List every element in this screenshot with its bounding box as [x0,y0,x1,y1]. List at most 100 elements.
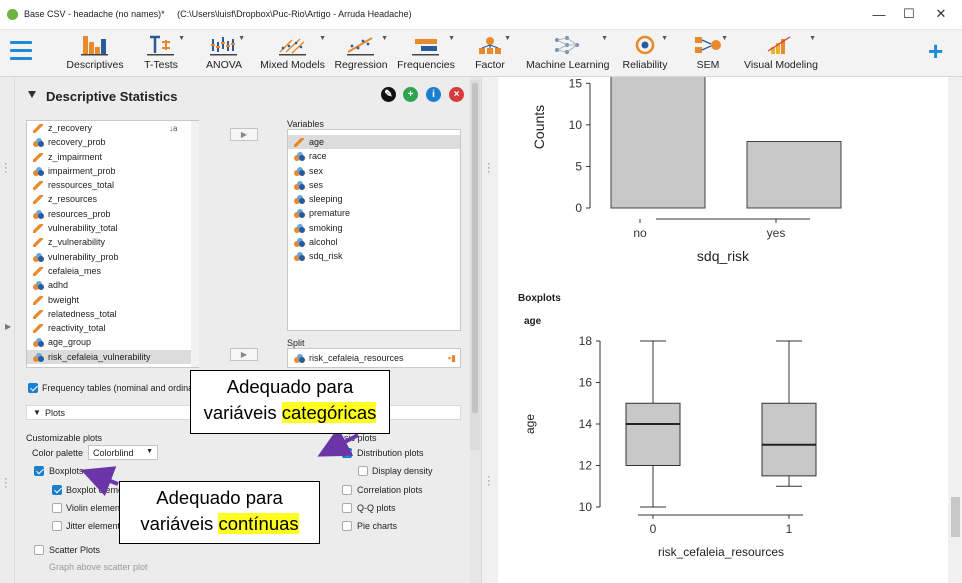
boxplots-label: Boxplots [49,466,84,476]
box-x-tick-label: 0 [650,522,657,536]
source-variable-item[interactable]: cefaleia_mes [27,264,198,278]
drag-handle-icon[interactable]: · · · [487,158,491,178]
split-variable[interactable]: risk_cefaleia_resources [288,349,460,367]
add-module-button[interactable]: + [928,36,944,66]
nominal-icon [294,238,305,248]
close-window-button[interactable]: ✕ [935,6,947,21]
results-scrollbar-thumb[interactable] [951,497,960,537]
info-icon[interactable]: i [426,87,441,102]
maximize-button[interactable]: ☐ [903,6,915,21]
split-box[interactable]: risk_cefaleia_resources ▪▮ [287,348,461,368]
source-variables-list[interactable]: z_recovery recovery_prob z_impairment impai… [26,120,199,368]
color-palette-value: Colorblind [93,448,134,458]
selected-variable-item[interactable]: ses [288,178,460,192]
move-to-split-button[interactable]: ▶ [230,348,258,361]
variable-name: age [309,137,325,147]
callout-continuous-line1: Adequado para [156,487,283,508]
bar-y-tick-label: 10 [569,118,583,132]
variable-name: vulnerability_total [48,223,118,234]
violin-element-checkbox[interactable] [52,503,62,513]
source-variable-item[interactable]: z_resources [27,192,198,206]
box-y-tick-label: 14 [579,417,593,431]
duplicate-analysis-icon[interactable]: + [403,87,418,102]
machine-learning-button[interactable]: Machine Learning ▼ [526,32,609,75]
callout-categorical-line2: variáveis categóricas [191,400,389,426]
source-variable-item[interactable]: risk_cefaleia_vulnerability [27,349,198,365]
close-analysis-icon[interactable]: × [449,87,464,102]
split-label: Split [287,338,305,348]
selected-variable-item[interactable]: sex [288,164,460,178]
source-variable-item[interactable]: ressources_total [27,178,198,192]
variables-list[interactable]: age race sex ses sleeping premature smoking alc… [287,129,461,331]
selected-variable-item[interactable]: age [288,135,460,150]
options-scrollbar-thumb[interactable] [472,83,478,413]
factor-button[interactable]: Factor ▼ [469,32,511,75]
scale-icon [33,324,43,334]
descriptives-button[interactable]: Descriptives [64,32,126,75]
visual-modeling-button[interactable]: Visual Modeling ▼ [744,32,818,75]
source-variable-item[interactable]: adhd [27,278,198,292]
sem-button[interactable]: SEM ▼ [688,32,728,75]
collapse-icon[interactable] [28,91,36,98]
qq-plots-checkbox[interactable] [342,503,352,513]
bar-y-tick-label: 0 [575,201,582,215]
source-variable-item[interactable]: bweight [27,293,198,307]
selected-variable-item[interactable]: sleeping [288,192,460,206]
selected-variable-item[interactable]: sdq_risk [288,249,460,263]
factor-label: Factor [475,59,505,71]
bar-x-axis-label: sdq_risk [697,248,750,264]
source-list-scrollbar[interactable] [191,121,199,367]
source-variable-item[interactable]: z_recovery [27,121,198,135]
boxplot-element-checkbox[interactable] [52,485,62,495]
nominal-icon [294,166,305,176]
source-variable-item[interactable]: reactivity_total [27,321,198,335]
frequencies-button[interactable]: Frequencies ▼ [397,32,455,75]
sort-icon[interactable]: ↓a [169,124,178,133]
drag-handle-icon[interactable]: · · · [4,473,8,493]
frequency-tables-checkbox[interactable] [28,383,38,393]
selected-variable-item[interactable]: smoking [288,221,460,235]
results-scrollbar[interactable] [948,77,962,583]
selected-variable-item[interactable]: alcohol [288,235,460,249]
display-density-checkbox[interactable] [358,466,368,476]
source-variable-item[interactable]: relatedness_total [27,307,198,321]
minimize-button[interactable]: — [872,6,886,22]
jitter-element-checkbox[interactable] [52,521,62,531]
visual-modeling-label: Visual Modeling [744,59,818,71]
menu-icon[interactable] [10,41,32,63]
selected-variable-item[interactable]: premature [288,206,460,220]
correlation-plots-checkbox[interactable] [342,485,352,495]
anova-button[interactable]: ANOVA ▼ [203,32,245,75]
selected-variable-item[interactable]: race [288,149,460,163]
source-variable-item[interactable]: age_group [27,335,198,349]
source-variable-item[interactable]: z_impairment [27,150,198,164]
nominal-icon [294,152,305,162]
boxplots-checkbox[interactable] [34,466,44,476]
variable-name: ses [309,179,324,190]
drag-handle-icon[interactable]: · · · [487,471,491,491]
reliability-button[interactable]: Reliability ▼ [622,32,668,75]
t-tests-button[interactable]: T-Tests ▼ [137,32,185,75]
distribution-plots-checkbox[interactable] [342,448,352,458]
regression-button[interactable]: Regression ▼ [334,32,388,75]
expand-data-icon[interactable]: ▶ [5,322,12,331]
mixed-models-button[interactable]: Mixed Models ▼ [259,32,326,75]
drag-handle-icon[interactable]: · · · [4,158,8,178]
variable-types-icon: ▪▮ [447,353,456,363]
color-palette-select[interactable]: Colorblind ▼ [88,445,158,460]
pie-charts-checkbox[interactable] [342,521,352,531]
callout-categorical-line1: Adequado para [226,376,354,397]
scatter-plots-checkbox[interactable] [34,545,44,555]
source-variable-item[interactable]: z_vulnerability [27,235,198,249]
source-variable-item[interactable]: vulnerability_prob [27,250,198,264]
source-variable-item[interactable]: vulnerability_total [27,221,198,235]
box-y-axis-label: age [523,414,537,434]
edit-title-icon[interactable]: ✎ [381,87,396,102]
source-variable-item[interactable]: recovery_prob [27,135,198,149]
move-to-variables-button[interactable]: ▶ [230,128,258,141]
data-panel-strip[interactable]: · · · ▶ · · · [0,77,15,583]
source-variable-item[interactable]: impairment_prob [27,164,198,178]
source-variable-item[interactable]: resources_prob [27,207,198,221]
callout-categorical-prefix: variáveis [203,402,282,423]
